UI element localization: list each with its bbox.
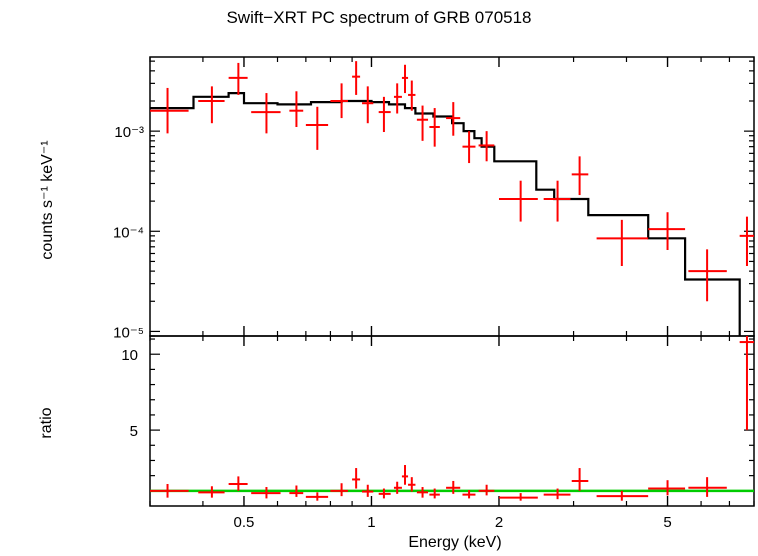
ratio-data-point <box>330 483 348 497</box>
ratio-data-point <box>543 488 571 500</box>
spectrum-data-point <box>330 83 348 119</box>
ratio-plot-frame <box>149 335 755 507</box>
x-axis-label: Energy (keV) <box>408 534 502 551</box>
ratio-data-point <box>228 476 248 491</box>
ratio-y-tick-label: 10 <box>121 347 138 364</box>
ratio-data-point <box>408 477 416 492</box>
ratio-data-point <box>478 484 495 496</box>
ratio-data-point <box>429 488 440 499</box>
ratio-data-point <box>289 485 304 497</box>
spectrum-data-point <box>429 108 440 147</box>
ratio-data-point <box>462 490 476 499</box>
model-step-line <box>150 92 741 336</box>
ratio-data-point <box>401 465 409 485</box>
x-tick-label: 1 <box>367 514 375 531</box>
spectrum-data-point <box>228 62 248 95</box>
ratio-data-point <box>596 490 649 501</box>
ratio-data-point <box>688 477 727 497</box>
ratio-data-point <box>648 480 686 496</box>
ratio-data-point <box>416 487 429 498</box>
spectrum-data-point <box>251 93 281 134</box>
ratio-data-point <box>352 468 361 489</box>
ratio-data-point <box>571 468 589 491</box>
spectrum-panel: 10⁻³ 10⁻⁴ 10⁻⁵ <box>113 56 755 341</box>
spectrum-y-tick-label: 10⁻⁴ <box>113 224 144 241</box>
spectrum-y-tick-label: 10⁻³ <box>114 124 144 141</box>
ratio-data-point <box>446 480 461 494</box>
x-tick-label: 2 <box>495 514 503 531</box>
spectrum-data-point <box>446 102 461 136</box>
spectrum-data-point <box>648 212 686 251</box>
x-tick-label: 0.5 <box>234 514 255 531</box>
chart-title: Swift−XRT PC spectrum of GRB 070518 <box>226 8 532 27</box>
spectrum-data-point <box>352 61 361 95</box>
spectrum-data-point <box>478 131 495 162</box>
ratio-y-tick-label: 5 <box>130 423 138 440</box>
ratio-data-point <box>393 481 402 494</box>
spectrum-data-point <box>198 86 225 124</box>
spectrum-data-point <box>688 249 727 302</box>
spectrum-data-point <box>596 219 649 267</box>
ratio-data-point <box>251 487 281 499</box>
ratio-data-point <box>498 493 538 501</box>
spectrum-data-point <box>416 105 429 141</box>
spectrum-data-point <box>462 131 476 164</box>
spectrum-data-point <box>739 216 754 267</box>
spectrum-data-point <box>543 180 571 222</box>
ratio-data-point <box>362 484 374 497</box>
spectrum-data-point <box>401 64 409 94</box>
ratio-panel: 0.5 1 2 5 5 10 <box>121 335 755 531</box>
spectrum-data-point <box>150 87 189 134</box>
spectrum-data-point <box>305 106 329 150</box>
x-tick-label: 5 <box>663 514 671 531</box>
spectrum-data-point <box>498 180 538 222</box>
ratio-data-point <box>150 483 189 498</box>
spectrum-data-point <box>571 156 589 196</box>
ratio-data-point <box>378 488 391 499</box>
spectrum-data-point <box>378 96 391 133</box>
ratio-data-point <box>198 486 225 498</box>
spectrum-data-point <box>362 86 374 124</box>
spectrum-data-point <box>408 80 416 111</box>
ratio-data-point <box>305 492 329 501</box>
spectrum-data-point <box>393 83 402 114</box>
spectrum-data-point <box>289 91 304 127</box>
ratio-data-point <box>739 336 754 431</box>
spectrum-y-tick-label: 10⁻⁵ <box>113 324 144 341</box>
spectrum-plot-frame <box>149 56 755 337</box>
